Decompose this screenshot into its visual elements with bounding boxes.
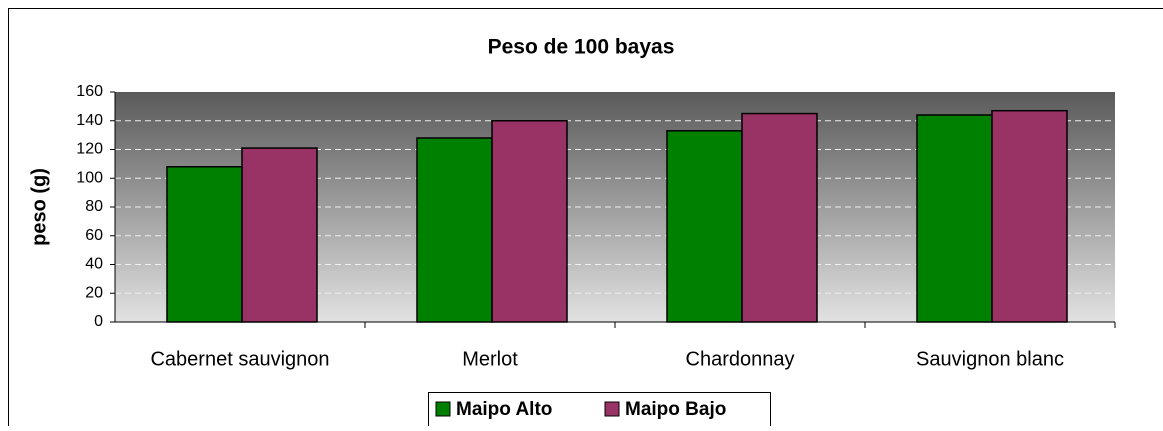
y-tick-label: 80 <box>85 198 103 215</box>
legend-label: Maipo Bajo <box>625 399 726 420</box>
legend-label: Maipo Alto <box>456 399 552 420</box>
bar <box>167 167 242 322</box>
legend-swatch <box>605 402 619 416</box>
bar <box>992 111 1067 322</box>
chart-title: Peso de 100 bayas <box>488 36 675 59</box>
y-tick-label: 60 <box>85 227 103 244</box>
y-tick-label: 160 <box>76 83 103 100</box>
y-axis-label: peso (g) <box>28 168 50 246</box>
y-tick-label: 40 <box>85 256 103 273</box>
bar <box>742 114 817 322</box>
x-tick-label: Cabernet sauvignon <box>150 348 329 370</box>
bar <box>667 131 742 322</box>
y-tick-label: 120 <box>76 141 103 158</box>
x-tick-label: Merlot <box>462 348 518 370</box>
bar <box>917 115 992 322</box>
y-tick-label: 140 <box>76 112 103 129</box>
bar <box>492 121 567 322</box>
y-tick-label: 100 <box>76 169 103 186</box>
legend-swatch <box>436 402 450 416</box>
bar <box>417 138 492 322</box>
y-tick-label: 0 <box>94 313 103 330</box>
x-tick-label: Sauvignon blanc <box>916 348 1064 370</box>
x-tick-label: Chardonnay <box>686 348 795 370</box>
y-tick-label: 20 <box>85 284 103 301</box>
bar <box>242 148 317 322</box>
